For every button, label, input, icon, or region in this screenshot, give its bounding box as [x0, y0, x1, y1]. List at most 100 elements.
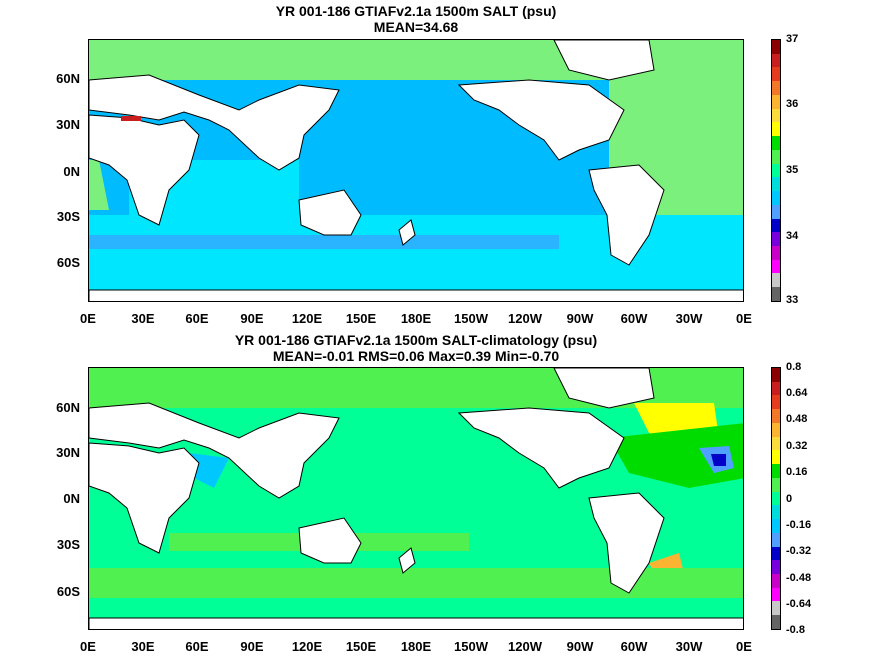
colorbar-swatch — [772, 546, 780, 561]
colorbar-swatch — [772, 259, 780, 274]
colorbar — [771, 367, 781, 630]
colorbar-label: 0 — [786, 493, 793, 505]
colorbar-swatch — [772, 94, 780, 109]
lon-label: 150E — [345, 311, 377, 326]
salinity-panel: YR 001-186 GTIAFv2.1a 1500m SALT (psu) M… — [56, 3, 799, 326]
title-line-2: MEAN=-0.01 RMS=0.06 Max=0.39 Min=-0.70 — [272, 348, 560, 364]
lat-label: 30N — [56, 445, 80, 460]
lat-label: 30S — [56, 537, 80, 552]
colorbar-swatch — [772, 436, 780, 451]
colorbar-swatch — [772, 204, 780, 219]
colorbar-swatch — [772, 122, 780, 137]
lat-label: 60S — [56, 255, 80, 270]
lat-label: 0N — [63, 164, 80, 179]
colorbar-swatch — [772, 177, 780, 192]
lon-label: 120E — [291, 639, 323, 654]
lon-label: 90E — [240, 639, 264, 654]
colorbar-swatch — [772, 601, 780, 616]
title-line-1: YR 001-186 GTIAFv2.1a 1500m SALT (psu) — [275, 3, 557, 19]
colorbar-label: -0.16 — [786, 519, 812, 531]
lon-label: 0E — [80, 639, 96, 654]
panel-title: YR 001-186 GTIAFv2.1a 1500m SALT-climato… — [88, 332, 744, 364]
colorbar-swatch — [772, 53, 780, 68]
colorbar-swatch — [772, 149, 780, 164]
colorbar-label: 37 — [786, 33, 799, 45]
lon-label: 120E — [291, 311, 323, 326]
colorbar-swatch — [772, 477, 780, 492]
colorbar-swatch — [772, 532, 780, 547]
lon-label: 30W — [675, 639, 703, 654]
colorbar-swatch — [772, 519, 780, 533]
colorbar-label: 0.16 — [786, 466, 808, 478]
colorbar-swatch — [772, 409, 780, 423]
colorbar-label: -0.8 — [786, 624, 805, 636]
lat-label: 0N — [63, 491, 80, 506]
lon-label: 180E — [400, 311, 432, 326]
colorbar-label: -0.32 — [786, 545, 812, 557]
lat-label: 60S — [56, 584, 80, 599]
colorbar-swatch — [772, 163, 780, 178]
colorbar-swatch — [772, 381, 780, 396]
colorbar-label: 0.8 — [786, 361, 802, 373]
colorbar-swatch — [772, 81, 780, 95]
lon-label: 0E — [80, 311, 96, 326]
colorbar-label: -0.48 — [786, 572, 812, 584]
colorbar-swatch — [772, 615, 780, 629]
colorbar-swatch — [772, 67, 780, 82]
lat-label: 60N — [56, 400, 80, 415]
map-svg — [89, 40, 743, 301]
colorbar-swatch — [772, 273, 780, 288]
colorbar-swatch — [772, 587, 780, 602]
lon-label: 30E — [131, 311, 155, 326]
colorbar-swatch — [772, 560, 780, 575]
lon-label: 150E — [345, 639, 377, 654]
lon-label: 0E — [736, 311, 752, 326]
colorbar-swatch — [772, 395, 780, 410]
colorbar-label: 35 — [786, 164, 799, 176]
lon-label: 60W — [620, 311, 648, 326]
colorbar-swatch — [772, 287, 780, 301]
lon-label: 60W — [620, 639, 648, 654]
colorbar-label: 0.64 — [786, 387, 808, 399]
colorbar-swatch — [772, 218, 780, 233]
lat-label: 30S — [56, 209, 80, 224]
title-line-1: YR 001-186 GTIAFv2.1a 1500m SALT-climato… — [234, 332, 598, 348]
colorbar-label: 33 — [786, 294, 799, 306]
lon-label: 180E — [400, 639, 432, 654]
lon-label: 120W — [508, 311, 542, 326]
colorbar-swatch — [772, 464, 780, 478]
colorbar-swatch — [772, 368, 780, 382]
anomaly-map — [88, 367, 744, 630]
colorbar-label: 36 — [786, 98, 799, 110]
map-svg — [89, 368, 743, 629]
lon-label: 30W — [675, 311, 703, 326]
lat-label: 60N — [56, 71, 80, 86]
salinity-anomaly-panel: YR 001-186 GTIAFv2.1a 1500m SALT-climato… — [0, 330, 875, 656]
colorbar-swatch — [772, 450, 780, 465]
lon-label: 90W — [566, 311, 594, 326]
title-line-2: MEAN=34.68 — [373, 19, 459, 35]
colorbar-label: 0.48 — [786, 413, 808, 425]
colorbar — [771, 39, 781, 302]
colorbar-swatch — [772, 574, 780, 588]
lon-label: 120W — [508, 639, 542, 654]
colorbar-label: 34 — [786, 230, 799, 242]
lon-label: 60E — [185, 639, 209, 654]
colorbar-swatch — [772, 191, 780, 205]
colorbar-label: 0.32 — [786, 440, 808, 452]
salinity-map — [88, 39, 744, 302]
colorbar-label: -0.64 — [786, 598, 812, 610]
colorbar-swatch — [772, 491, 780, 506]
colorbar-swatch — [772, 232, 780, 247]
colorbar-swatch — [772, 505, 780, 520]
lon-label: 90W — [566, 639, 594, 654]
lon-label: 0E — [736, 639, 752, 654]
lon-label: 60E — [185, 311, 209, 326]
lat-label: 30N — [56, 117, 80, 132]
colorbar-swatch — [772, 136, 780, 150]
panel-title: YR 001-186 GTIAFv2.1a 1500m SALT (psu) M… — [88, 3, 744, 35]
colorbar-swatch — [772, 40, 780, 54]
lon-label: 90E — [240, 311, 264, 326]
colorbar-swatch — [772, 422, 780, 437]
lon-label: 30E — [131, 639, 155, 654]
